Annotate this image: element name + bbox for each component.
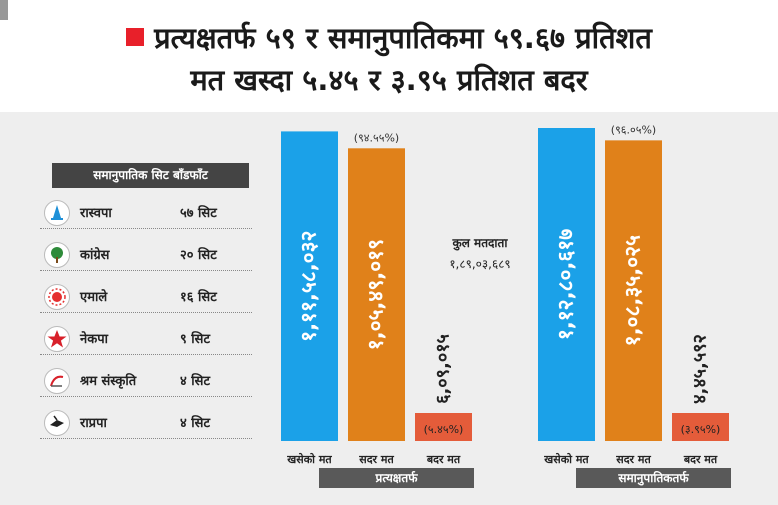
bar-value-label: ६,०९,०१५ bbox=[433, 334, 454, 404]
bar bbox=[415, 413, 472, 441]
total-voters-value: १,८९,०३,६८९ bbox=[449, 257, 510, 271]
bar-value-label: १,०५,४९,०१९ bbox=[364, 239, 388, 350]
total-voters-label: कुल मतदाता bbox=[452, 236, 509, 251]
headline-line2: मत खस्दा ५.४५ र ३.९५ प्रतिशत बदर bbox=[190, 63, 588, 97]
bar bbox=[672, 413, 729, 441]
seat-row: नेकपा ९ सिट bbox=[40, 324, 252, 355]
bar-value-label: १,१२,८०,६१७ bbox=[554, 229, 578, 340]
category-label: बदर मत bbox=[683, 453, 718, 466]
seat-party-name: राप्रपा bbox=[80, 416, 107, 431]
bar-percent-label: (९४.५५%) bbox=[354, 131, 399, 144]
bar bbox=[281, 131, 338, 441]
seat-row: कांग्रेस २० सिट bbox=[40, 240, 252, 271]
category-label: सदर मत bbox=[358, 453, 394, 466]
seat-row: श्रम संस्कृति ४ सिट bbox=[40, 366, 252, 397]
corner-mark bbox=[0, 0, 8, 20]
seat-count: १६ सिट bbox=[180, 290, 217, 305]
group-label-box bbox=[319, 468, 474, 488]
bar-percent-label: (५.४५%) bbox=[424, 423, 464, 436]
bar-value-label: १,०८,३५,०२५ bbox=[621, 235, 645, 346]
sun-icon bbox=[44, 284, 70, 310]
bar-percent-label: (९६.०५%) bbox=[611, 123, 656, 136]
headline-text-1: प्रत्यक्षतर्फ ५९ र समानुपातिकमा ५९.६७ प्… bbox=[154, 21, 652, 55]
seat-party-name: श्रम संस्कृति bbox=[80, 374, 137, 389]
star-icon bbox=[44, 326, 70, 352]
group-label: प्रत्यक्षतर्फ bbox=[375, 471, 419, 485]
bar bbox=[538, 128, 595, 441]
bar-value-label: ४,४५,५९२ bbox=[690, 334, 711, 404]
seat-row: राप्रपा ४ सिट bbox=[40, 408, 252, 439]
category-label: खसेको मत bbox=[286, 452, 332, 466]
seat-count: ४ सिट bbox=[180, 416, 210, 431]
headline-line1: प्रत्यक्षतर्फ ५९ र समानुपातिकमा ५९.६७ प्… bbox=[0, 18, 778, 57]
bar-percent-label: (३.९५%) bbox=[681, 423, 721, 436]
seat-count: ९ सिट bbox=[180, 332, 210, 347]
sickle-icon bbox=[44, 368, 70, 394]
seat-table-title: समानुपातिक सिट बाँडफाँट bbox=[52, 163, 249, 188]
seat-row: एमाले १६ सिट bbox=[40, 282, 252, 313]
seat-party-name: रास्वपा bbox=[80, 206, 112, 221]
bar bbox=[348, 148, 405, 441]
bell-icon bbox=[44, 200, 70, 226]
category-label: खसेको मत bbox=[543, 452, 589, 466]
tree-icon bbox=[44, 242, 70, 268]
bar-value-label: १,११,५८,०३२ bbox=[297, 231, 321, 342]
seat-party-name: एमाले bbox=[80, 290, 108, 305]
group-label-box bbox=[576, 468, 731, 488]
seat-count: ४ सिट bbox=[180, 374, 210, 389]
red-square-icon bbox=[126, 28, 145, 46]
group-label: समानुपातिकतर्फ bbox=[617, 471, 689, 486]
plough-icon bbox=[44, 410, 70, 436]
category-label: बदर मत bbox=[426, 453, 461, 466]
seat-party-name: कांग्रेस bbox=[80, 248, 110, 263]
seat-count: ५७ सिट bbox=[180, 206, 217, 221]
seat-row: रास्वपा ५७ सिट bbox=[40, 198, 252, 229]
seat-count: २० सिट bbox=[180, 248, 217, 263]
bar bbox=[605, 140, 662, 441]
category-label: सदर मत bbox=[615, 453, 651, 466]
seat-party-name: नेकपा bbox=[80, 332, 108, 347]
